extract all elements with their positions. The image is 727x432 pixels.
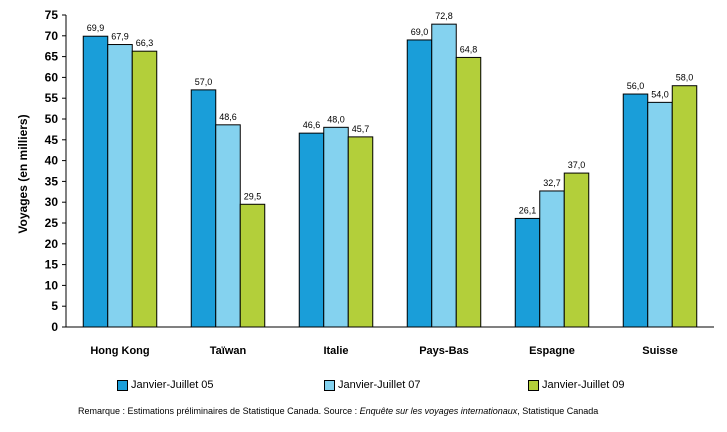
data-label: 48,6	[219, 112, 237, 122]
x-axis: Hong Kong Taïwan Italie Pays-Bas Espagne Suis…	[66, 326, 714, 357]
data-label: 58,0	[676, 73, 694, 83]
bar	[323, 126, 349, 328]
y-axis: 0 5 10 15 20 25 30 35 40 45 50 55 60 65 70 75	[45, 8, 67, 334]
bar	[190, 89, 217, 328]
legend-item-series-3: Janvier-Juillet 09	[528, 379, 625, 391]
data-label: 67,9	[111, 32, 129, 42]
footnote-suffix: , Statistique Canada	[517, 406, 599, 416]
y-tick-label: 40	[45, 154, 59, 168]
x-tick-label: Espagne	[529, 345, 575, 357]
legend-label-series-3: Janvier-Juillet 09	[542, 379, 625, 391]
bar	[514, 217, 541, 328]
data-label: 45,7	[352, 124, 370, 134]
data-label: 26,1	[519, 205, 537, 215]
x-tick-label: Suisse	[642, 345, 677, 357]
data-label: 29,5	[244, 191, 262, 201]
footnote-prefix: Remarque : Estimations préliminaires de …	[78, 406, 360, 416]
bar	[671, 85, 698, 328]
legend-swatch-series-1	[117, 379, 128, 391]
bar	[107, 44, 133, 328]
y-tick-label: 65	[45, 50, 59, 64]
bar	[406, 39, 433, 328]
y-tick-label: 55	[45, 91, 59, 105]
x-tick-label: Italie	[323, 345, 348, 357]
bar	[215, 124, 241, 328]
bar	[131, 50, 158, 328]
bar	[431, 23, 457, 328]
y-tick-label: 5	[51, 299, 58, 313]
x-tick-label: Pays-Bas	[419, 345, 469, 357]
data-label: 32,7	[543, 178, 561, 188]
x-tick-label: Taïwan	[210, 345, 247, 357]
legend-item-series-1: Janvier-Juillet 05	[117, 379, 214, 391]
legend-item-series-2: Janvier-Juillet 07	[324, 379, 421, 391]
footnote: Remarque : Estimations préliminaires de …	[78, 406, 698, 417]
y-tick-label: 50	[45, 112, 59, 126]
x-tick-label: Hong Kong	[90, 345, 149, 357]
y-tick-label: 75	[45, 8, 59, 22]
footnote-source-title: Enquête sur les voyages internationaux	[359, 406, 518, 416]
bar	[622, 93, 649, 328]
y-tick-label: 25	[45, 216, 59, 230]
y-tick-label: 20	[45, 237, 59, 251]
y-tick-label: 45	[45, 133, 59, 147]
data-label: 54,0	[651, 89, 669, 99]
y-tick-label: 0	[51, 320, 58, 334]
data-label: 66,3	[136, 38, 154, 48]
bars: 69,9 67,9 66,3 57,0 48,6 29,5 46,6 48,0 45,7 69,0…	[82, 11, 698, 328]
data-label: 56,0	[627, 81, 645, 91]
y-tick-label: 60	[45, 70, 59, 84]
bar	[647, 101, 673, 328]
data-label: 64,8	[460, 44, 478, 54]
bar	[539, 190, 565, 328]
legend-swatch-series-2	[324, 379, 335, 391]
data-label: 72,8	[435, 11, 453, 21]
legend-label-series-2: Janvier-Juillet 07	[338, 379, 421, 391]
y-tick-label: 30	[45, 195, 59, 209]
legend-label-series-1: Janvier-Juillet 05	[131, 379, 214, 391]
y-tick-label: 35	[45, 174, 59, 188]
data-label: 69,9	[87, 23, 105, 33]
data-label: 48,0	[327, 114, 345, 124]
y-tick-label: 10	[45, 278, 59, 292]
y-axis-label: Voyages (en milliers)	[16, 114, 30, 233]
bar	[239, 203, 266, 328]
data-label: 69,0	[411, 27, 429, 37]
data-label: 46,6	[303, 120, 321, 130]
bar	[563, 172, 590, 328]
bar	[298, 132, 325, 328]
y-tick-label: 70	[45, 29, 59, 43]
data-label: 37,0	[568, 160, 586, 170]
data-label: 57,0	[195, 77, 213, 87]
y-tick-label: 15	[45, 258, 59, 272]
bar	[347, 136, 374, 328]
bar	[82, 35, 109, 328]
bar	[455, 56, 482, 328]
legend-swatch-series-3	[528, 379, 539, 391]
